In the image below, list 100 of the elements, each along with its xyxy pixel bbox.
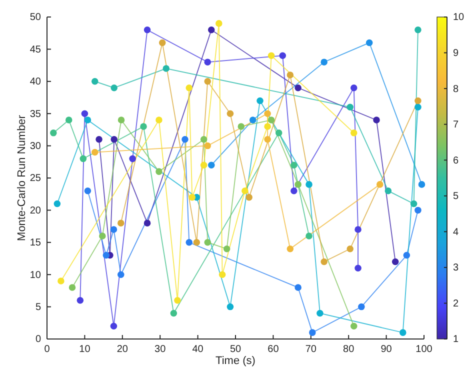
point (76, 296, 84, 304)
point (65, 116, 72, 124)
point (208, 26, 215, 34)
point (118, 220, 124, 226)
point (58, 278, 64, 284)
point (376, 181, 384, 188)
point (256, 97, 264, 104)
point (110, 84, 118, 92)
point (204, 78, 211, 85)
y-tick-label: 35 (30, 108, 42, 120)
x-tick-label: 80 (343, 344, 355, 356)
point (354, 264, 362, 272)
point (400, 329, 406, 336)
point (366, 39, 373, 46)
color-bar-label: 3 (453, 262, 459, 274)
point (226, 110, 234, 117)
point (350, 322, 358, 330)
point (346, 245, 354, 252)
point (110, 136, 118, 143)
x-tick-label: 90 (380, 344, 392, 356)
color-bar-label: 4 (453, 226, 459, 238)
point (118, 116, 125, 124)
point (193, 239, 200, 246)
point (242, 188, 248, 194)
point (384, 188, 392, 194)
color-bar-label: 5 (453, 191, 459, 202)
point (320, 258, 328, 266)
point (81, 110, 88, 117)
point (414, 26, 422, 34)
point (306, 181, 312, 188)
point (279, 52, 286, 60)
point (350, 130, 358, 136)
point (118, 271, 124, 278)
color-bar-label: 10 (453, 12, 465, 24)
point (249, 116, 256, 124)
point (392, 258, 399, 266)
y-tick-label: 40 (30, 76, 42, 88)
point (264, 123, 271, 130)
point (204, 58, 211, 66)
point (403, 252, 410, 259)
point (204, 142, 211, 150)
point (309, 329, 316, 336)
point (80, 155, 87, 162)
point (156, 116, 162, 124)
point (129, 155, 136, 162)
point (268, 116, 275, 124)
point (286, 245, 294, 252)
point (358, 303, 365, 310)
x-axis-title: Time (s) (216, 355, 256, 367)
point (264, 136, 271, 143)
y-tick-label: 15 (30, 238, 42, 249)
point (294, 284, 302, 291)
point (275, 130, 282, 136)
point (290, 162, 298, 168)
point (418, 181, 426, 188)
x-tick-label: 20 (116, 344, 128, 356)
point (54, 200, 61, 208)
point (186, 239, 193, 246)
point (216, 20, 222, 27)
x-tick-label: 0 (44, 344, 50, 356)
point (218, 271, 226, 278)
point (158, 39, 166, 46)
y-tick-label: 5 (35, 302, 42, 313)
point (102, 252, 110, 259)
x-tick-label: 100 (416, 344, 433, 356)
point (268, 52, 275, 60)
point (188, 194, 196, 201)
point (373, 116, 380, 124)
point (286, 72, 294, 78)
point (91, 78, 98, 85)
x-tick-label: 50 (230, 344, 242, 356)
x-tick-label: 30 (154, 344, 166, 356)
point (84, 188, 92, 194)
point (200, 136, 208, 143)
point (354, 226, 362, 233)
y-tick-label: 25 (30, 173, 42, 184)
point (414, 104, 422, 111)
point (182, 136, 188, 143)
y-tick-label: 45 (30, 44, 42, 56)
point (91, 148, 98, 156)
point (162, 65, 170, 72)
point (204, 239, 211, 246)
point (144, 26, 151, 34)
point (174, 296, 181, 304)
y-tick-label: 50 (30, 12, 42, 24)
point (140, 123, 147, 130)
point (156, 168, 162, 175)
point (238, 123, 245, 130)
point (84, 116, 92, 124)
point (200, 162, 208, 168)
point (226, 303, 234, 310)
point (290, 188, 298, 194)
point (110, 226, 118, 233)
point (208, 162, 215, 168)
point (144, 220, 151, 226)
point (414, 206, 422, 214)
color-bar-label: 7 (453, 120, 459, 131)
point (410, 200, 418, 208)
point (306, 232, 312, 240)
x-tick-label: 10 (79, 344, 91, 356)
